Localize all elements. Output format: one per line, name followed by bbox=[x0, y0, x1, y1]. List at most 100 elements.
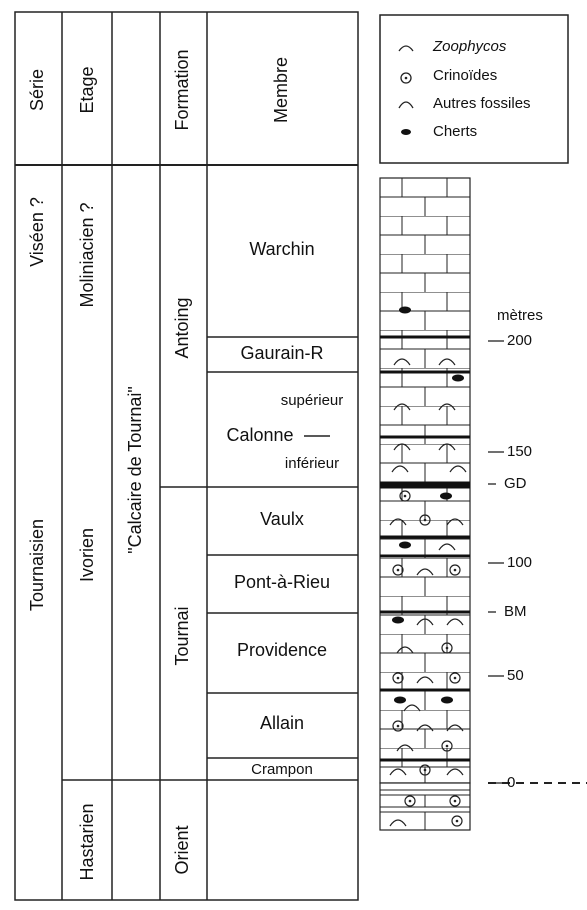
crinoid-dot bbox=[396, 676, 400, 680]
bed-boundary bbox=[380, 435, 470, 439]
scale: mètres 200 150 GD 100 BM 50 0 bbox=[488, 307, 587, 791]
fossil bbox=[389, 819, 407, 827]
crinoid-dot bbox=[453, 676, 457, 680]
fossil bbox=[449, 465, 467, 473]
bed-boundary bbox=[380, 481, 470, 489]
crinoid bbox=[419, 764, 431, 776]
fossil bbox=[389, 518, 407, 526]
crinoid bbox=[449, 795, 461, 807]
legend-item: Autres fossiles bbox=[433, 95, 531, 112]
fossil bbox=[416, 618, 434, 626]
crinoid bbox=[441, 642, 453, 654]
fossil bbox=[393, 403, 411, 411]
crinoid bbox=[399, 490, 411, 502]
fossil bbox=[446, 618, 464, 626]
rotated-label: Orient bbox=[172, 825, 192, 874]
crinoid-dot bbox=[453, 799, 457, 803]
rotated-labels: Série Etage Formation Membre Viséen ? Tournai… bbox=[27, 49, 291, 880]
fossil bbox=[438, 443, 456, 451]
fossil bbox=[446, 518, 464, 526]
chert bbox=[399, 306, 411, 314]
fossil bbox=[396, 744, 414, 752]
chert bbox=[441, 696, 453, 704]
crinoid-dot bbox=[408, 799, 412, 803]
crinoid bbox=[392, 564, 404, 576]
rotated-label: "Calcaire de Tournai" bbox=[125, 386, 145, 554]
membre: Allain bbox=[260, 713, 304, 733]
membre: Warchin bbox=[249, 239, 314, 259]
crinoid-dot bbox=[423, 768, 427, 772]
rotated-label: Tournai bbox=[172, 606, 192, 665]
crinoid bbox=[404, 795, 416, 807]
chert bbox=[452, 374, 464, 382]
membre: Crampon bbox=[251, 761, 313, 778]
crinoid bbox=[449, 564, 461, 576]
rotated-label: Hastarien bbox=[77, 803, 97, 880]
crinoid bbox=[392, 672, 404, 684]
bed-boundary bbox=[380, 610, 470, 614]
scale-label: GD bbox=[504, 475, 527, 492]
crinoid-dot bbox=[445, 646, 449, 650]
scale-label: BM bbox=[504, 603, 527, 620]
bed-boundary bbox=[380, 688, 470, 692]
rotated-label: Membre bbox=[271, 57, 291, 123]
crinoid-dot bbox=[396, 724, 400, 728]
crinoid bbox=[449, 672, 461, 684]
membre: Providence bbox=[237, 640, 327, 660]
bed-boundary bbox=[380, 370, 470, 374]
rotated-label: Viséen ? bbox=[27, 197, 47, 267]
crinoid bbox=[451, 815, 463, 827]
crinoid-dot bbox=[403, 494, 407, 498]
rotated-label: Antoing bbox=[172, 297, 192, 358]
bed-boundary bbox=[380, 535, 470, 539]
bed-boundary bbox=[380, 554, 470, 558]
membre: Vaulx bbox=[260, 509, 304, 529]
scale-label: 50 bbox=[507, 667, 524, 684]
fossil bbox=[416, 676, 434, 684]
membre: Gaurain-R bbox=[240, 343, 323, 363]
legend-item: Cherts bbox=[433, 123, 477, 140]
rotated-label: Formation bbox=[172, 49, 192, 130]
chert bbox=[394, 696, 406, 704]
crinoid-dot bbox=[453, 568, 457, 572]
fossil bbox=[393, 358, 411, 366]
crinoid bbox=[419, 514, 431, 526]
bed-boundary bbox=[380, 335, 470, 339]
scale-label: 150 bbox=[507, 443, 532, 460]
fossil bbox=[393, 443, 411, 451]
legend-item: Zoophycos bbox=[432, 38, 507, 55]
rotated-label: Tournaisien bbox=[27, 519, 47, 611]
legend-item: Crinoïdes bbox=[433, 67, 497, 84]
fossil bbox=[438, 543, 456, 551]
scale-label: 0 bbox=[507, 774, 515, 791]
membre: supérieur bbox=[281, 392, 344, 409]
lithology-log bbox=[379, 177, 471, 831]
chert bbox=[392, 616, 404, 624]
chert bbox=[440, 492, 452, 500]
crinoid-dot bbox=[396, 568, 400, 572]
scale-label: 100 bbox=[507, 554, 532, 571]
legend: Zoophycos Crinoïdes Autres fossiles Cher… bbox=[398, 38, 531, 140]
rotated-label: Ivorien bbox=[77, 528, 97, 582]
crinoid-dot bbox=[445, 744, 449, 748]
crinoid-dot bbox=[423, 518, 427, 522]
rotated-label: Moliniacien ? bbox=[77, 202, 97, 307]
crinoid bbox=[392, 720, 404, 732]
fossil bbox=[389, 768, 407, 776]
fossil bbox=[446, 768, 464, 776]
rotated-label: Etage bbox=[77, 66, 97, 113]
chert bbox=[399, 541, 411, 549]
crinoid bbox=[441, 740, 453, 752]
membre: Calonne bbox=[226, 425, 293, 445]
scale-unit: mètres bbox=[497, 307, 543, 324]
fossil bbox=[403, 704, 421, 712]
membre: inférieur bbox=[285, 455, 339, 472]
fossil bbox=[438, 358, 456, 366]
fossil bbox=[446, 724, 464, 732]
table-frame bbox=[14, 11, 569, 901]
membre: Pont-à-Rieu bbox=[234, 572, 330, 592]
fossil bbox=[391, 465, 409, 473]
crinoid-dot bbox=[455, 819, 459, 823]
fossil bbox=[416, 568, 434, 576]
